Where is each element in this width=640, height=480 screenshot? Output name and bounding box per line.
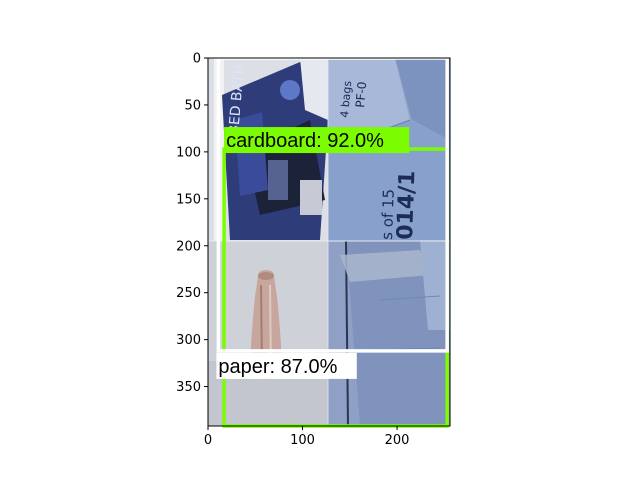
blue-cardboard-tile <box>328 240 450 426</box>
axes-frame <box>207 57 451 427</box>
code-print-text: 014/1 <box>393 170 420 240</box>
detection-label: paper: 87.0% <box>218 356 337 378</box>
bags-print-text: 4 bags <box>338 80 354 118</box>
y-tick-label: 350 <box>176 380 201 395</box>
count-print-text: s of 15 <box>378 189 398 241</box>
x-tick-label: 0 <box>204 433 212 448</box>
y-tick-label: 50 <box>184 98 201 113</box>
y-tick-label: 100 <box>176 145 201 160</box>
y-tick-label: 150 <box>176 192 201 207</box>
detections: cardboard: 92.0% paper: 87.0% <box>216 56 449 428</box>
magazine-print-text: BED BATH & <box>226 48 249 135</box>
y-tick-label: 0 <box>193 52 201 67</box>
x-tick-label: 100 <box>290 433 315 448</box>
pf-print-text: PF-0 <box>353 81 369 108</box>
x-tick-label: 200 <box>385 433 410 448</box>
detection-label-bg <box>216 352 357 379</box>
y-tick-label: 200 <box>176 239 201 254</box>
glass-vase-tile <box>208 241 328 426</box>
detection-label-bg <box>224 127 410 154</box>
y-tick-label: 250 <box>176 286 201 301</box>
x-axis: 0 100 200 <box>204 426 410 448</box>
y-axis: 0 50 100 150 200 250 300 350 <box>176 52 208 395</box>
detection-label: cardboard: 92.0% <box>226 130 384 152</box>
y-tick-label: 300 <box>176 333 201 348</box>
